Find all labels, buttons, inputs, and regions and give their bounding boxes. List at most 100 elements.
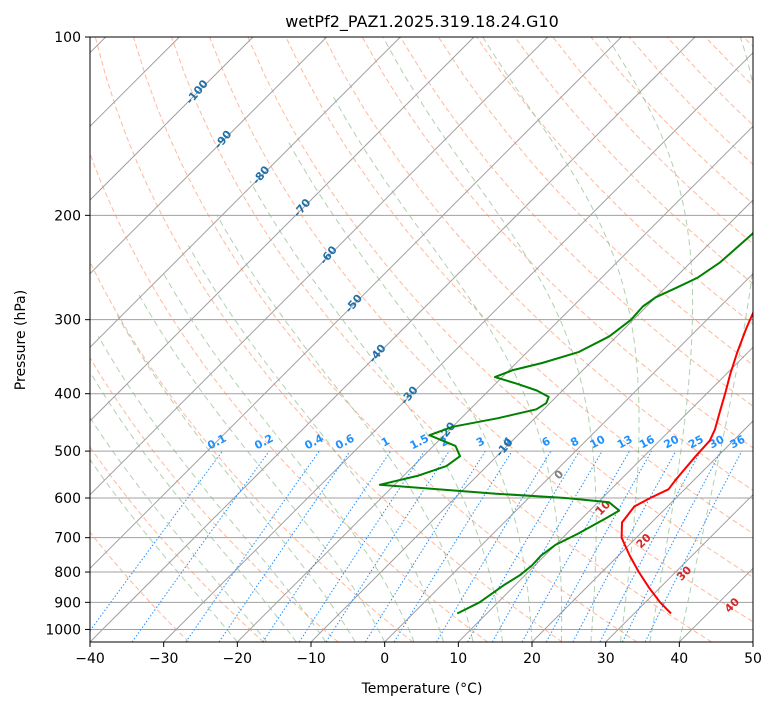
isotherm-line bbox=[90, 37, 254, 201]
isotherm-line bbox=[90, 37, 549, 496]
isotherm-line bbox=[605, 493, 753, 642]
mixing-ratio-label: 20 bbox=[662, 433, 682, 452]
y-tick-label: 900 bbox=[54, 595, 81, 611]
moist-adiabat-line bbox=[97, 336, 327, 642]
dry-adiabat-line bbox=[247, 37, 753, 578]
chart-title: wetPf2_PAZ1.2025.319.18.24.G10 bbox=[285, 12, 559, 32]
x-axis-label: Temperature (°C) bbox=[361, 681, 483, 697]
moist-adiabat-line bbox=[137, 292, 386, 642]
isotherm-line bbox=[90, 37, 401, 349]
isotherm-line bbox=[90, 37, 475, 422]
isotherm-line bbox=[90, 37, 696, 642]
moist-adiabat-line bbox=[249, 180, 503, 642]
temperature-profile-line bbox=[620, 310, 753, 615]
moist-adiabat-line bbox=[162, 272, 415, 642]
plot-frame bbox=[89, 36, 754, 643]
x-tick-label: 50 bbox=[744, 651, 762, 667]
moist-adiabat-line bbox=[606, 37, 694, 642]
mixing-ratio-line bbox=[572, 450, 677, 642]
y-tick-label: 400 bbox=[54, 387, 81, 403]
dry-adiabat-line bbox=[171, 37, 712, 642]
moist-adiabat-line bbox=[187, 245, 445, 642]
mixing-ratio-line bbox=[644, 450, 743, 642]
mixing-ratio-line bbox=[621, 450, 722, 642]
dry-adiabat-line bbox=[90, 151, 488, 642]
dry-adiabat-line bbox=[437, 37, 753, 366]
y-tick-label: 100 bbox=[54, 30, 81, 46]
isotherm-line bbox=[384, 272, 753, 642]
mixing-ratio-line bbox=[599, 450, 701, 642]
moist-adiabat-line bbox=[90, 416, 268, 642]
mixing-ratio-label: 6 bbox=[540, 434, 553, 449]
mixing-ratio-label: 0.1 bbox=[205, 432, 228, 453]
mixing-ratio-label: 10 bbox=[588, 433, 608, 452]
dry-adiabat-line bbox=[590, 37, 753, 205]
dry-adiabat-line bbox=[399, 37, 753, 407]
x-tick-label: −10 bbox=[296, 651, 326, 667]
mixing-ratio-line bbox=[298, 450, 425, 642]
moist-adiabat-label: 30 bbox=[674, 563, 694, 583]
y-tick-label: 200 bbox=[54, 208, 81, 224]
y-tick-label: 600 bbox=[54, 491, 81, 507]
isotherm-line bbox=[457, 346, 753, 642]
dry-adiabat-line bbox=[90, 531, 190, 642]
x-tick-label: 10 bbox=[449, 651, 467, 667]
dry-adiabat-line bbox=[90, 356, 339, 642]
moist-adiabat-line bbox=[382, 37, 597, 642]
x-tick-label: 20 bbox=[523, 651, 541, 667]
x-tick-label: 0 bbox=[380, 651, 389, 667]
x-tick-label: 30 bbox=[597, 651, 615, 667]
y-tick-label: 1000 bbox=[45, 622, 81, 638]
y-tick-label: 500 bbox=[54, 444, 81, 460]
dry-adiabat-line bbox=[323, 37, 753, 492]
plot-area: 0.1 0.2 0.4 0.6 1 1.5 2 3 4 6 8 10 13 16 20 25 30 36-100-… bbox=[90, 37, 753, 642]
x-axis: −40 −30 −20 −10 0 10 20 30 40 50 bbox=[75, 642, 762, 667]
y-tick-label: 300 bbox=[54, 313, 81, 329]
mixing-ratio-label: 36 bbox=[728, 433, 748, 452]
dry-adiabat-line bbox=[90, 260, 414, 642]
dry-adiabat-label: -60 bbox=[317, 243, 340, 267]
moist-adiabat-line bbox=[331, 94, 563, 642]
dry-adiabat-line bbox=[132, 37, 638, 642]
moist-adiabat-line bbox=[216, 215, 474, 642]
isotherm-line bbox=[163, 51, 753, 642]
isotherm-line bbox=[752, 641, 753, 642]
mixing-ratio-label: 16 bbox=[637, 433, 657, 452]
y-axis-label: Pressure (hPa) bbox=[13, 290, 29, 390]
dry-adiabat-line bbox=[209, 37, 753, 623]
mixing-ratio-label: 1 bbox=[379, 434, 392, 449]
profiles bbox=[378, 231, 753, 615]
y-axis: 100 200 300 400 500 600 700 800 900 1000 bbox=[45, 30, 90, 638]
isotherm-line bbox=[90, 37, 622, 570]
dry-adiabat-line bbox=[94, 37, 563, 642]
x-tick-label: −30 bbox=[149, 651, 179, 667]
mixing-ratio-line bbox=[435, 450, 552, 642]
mixing-ratio-line bbox=[521, 450, 630, 642]
mixing-ratio-line bbox=[262, 450, 392, 642]
dry-adiabat-line bbox=[704, 37, 753, 87]
moist-adiabat-line bbox=[678, 37, 753, 642]
line-annotations: 0.1 0.2 0.4 0.6 1 1.5 2 3 4 6 8 10 13 16 20 25 30 36-100-… bbox=[183, 77, 747, 615]
x-tick-label: 40 bbox=[670, 651, 688, 667]
mixing-ratio-line bbox=[393, 450, 513, 642]
moist-adiabat-label: 0 bbox=[552, 467, 567, 482]
isotherm-line bbox=[678, 567, 753, 642]
background-lines bbox=[90, 37, 753, 642]
dry-adiabat-line bbox=[361, 37, 753, 449]
dewpoint-profile-line bbox=[378, 231, 753, 615]
dry-adiabat-line bbox=[666, 37, 753, 126]
moist-adiabat-line bbox=[90, 370, 297, 642]
mixing-ratio-label: 0.6 bbox=[333, 432, 357, 453]
moist-adiabat-line bbox=[116, 315, 356, 642]
x-tick-label: −40 bbox=[75, 651, 105, 667]
y-tick-label: 700 bbox=[54, 531, 81, 547]
mixing-ratio-line bbox=[90, 450, 223, 632]
dry-adiabat-line bbox=[285, 37, 753, 534]
isotherm-line bbox=[90, 37, 328, 275]
mixing-ratio-line bbox=[545, 450, 653, 642]
mixing-ratio-line bbox=[131, 450, 270, 642]
dry-adiabat-line bbox=[90, 446, 264, 642]
mixing-ratio-line bbox=[185, 450, 320, 642]
isotherm-line bbox=[310, 199, 753, 642]
mixing-ratio-label: 25 bbox=[686, 433, 706, 452]
